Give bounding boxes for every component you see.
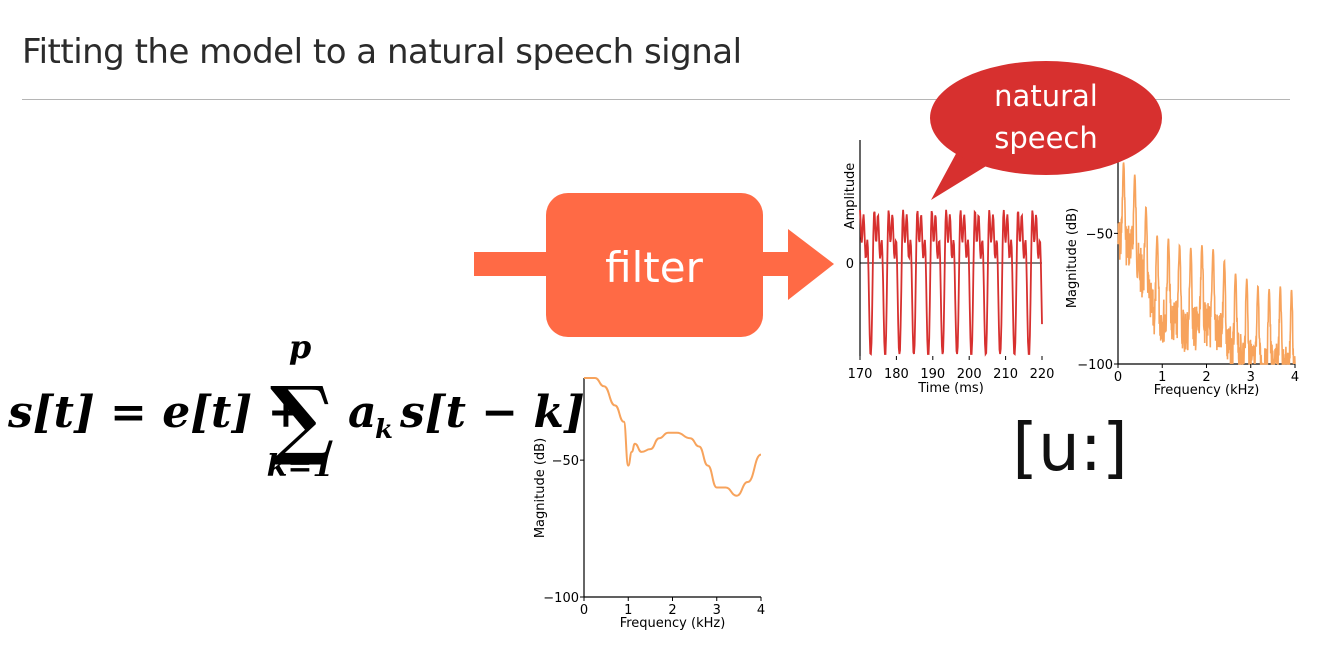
filter-y-tick-label: −50: [552, 454, 579, 469]
phoneme-label: [u:]: [1012, 409, 1128, 486]
waveform-x-tick-label: 210: [993, 367, 1018, 382]
sum-upper-limit: p: [289, 328, 311, 366]
filter-x-tick-label: 3: [713, 603, 721, 618]
filter-label: filter: [605, 243, 703, 292]
waveform-series-line: [859, 209, 1043, 357]
callout-bubble: [930, 61, 1162, 175]
speech-x-tick-label: 1: [1158, 370, 1166, 385]
filter-y-tick-label: −100: [543, 591, 579, 606]
slide-title: Fitting the model to a natural speech si…: [22, 32, 742, 72]
filter-y-axis-label: Magnitude (dB): [533, 438, 548, 538]
equation-lhs: s[t] = e[t] +: [7, 387, 304, 438]
waveform-x-tick-label: 170: [848, 367, 873, 382]
speech-y-tick-label: −50: [1086, 227, 1113, 242]
speech-y-axis-label: Magnitude (dB): [1065, 208, 1080, 308]
waveform-x-tick-label: 200: [957, 367, 982, 382]
waveform-chart: 170 180 190 200 210 220 0 Time (ms) Amplitude: [843, 140, 1054, 396]
filter-response-series-line: [583, 376, 762, 497]
natural-speech-callout: natural speech: [930, 61, 1162, 200]
waveform-y-tick-label: 0: [846, 257, 854, 272]
filter-response-chart: 0 1 2 3 4 −50 −100 Frequency (kHz) Magnitude (dB…: [533, 376, 765, 631]
callout-line-1: natural: [994, 79, 1098, 113]
speech-spectrum-chart: 0 1 2 3 4 −50 −100 Frequency (kHz) Magnitude (dB…: [1065, 155, 1299, 398]
waveform-x-axis-label: Time (ms): [917, 381, 984, 396]
speech-x-tick-label: 4: [1291, 370, 1299, 385]
title-divider: [22, 99, 1290, 100]
filter-box: [546, 193, 763, 337]
callout-line-2: speech: [994, 121, 1098, 155]
equation-rhs: s[t − k]: [399, 387, 585, 438]
filter-x-tick-label: 0: [580, 603, 588, 618]
filter-x-tick-label: 2: [668, 603, 676, 618]
coefficient-subscript: k: [375, 415, 393, 445]
speech-x-tick-label: 3: [1247, 370, 1255, 385]
input-arrow-shaft: [474, 252, 554, 276]
speech-y-tick-label: −100: [1077, 358, 1113, 373]
sum-symbol: ∑: [270, 368, 335, 469]
filter-x-tick-label: 4: [757, 603, 765, 618]
lpc-equation: s[t] = e[t] + p ∑ k=1 a k s[t − k]: [7, 328, 585, 484]
waveform-x-tick-label: 190: [920, 367, 945, 382]
speech-spectrum-series-line: [1117, 162, 1296, 365]
sum-lower-limit: k=1: [267, 449, 334, 484]
waveform-x-tick-label: 220: [1030, 367, 1055, 382]
speech-x-tick-label: 2: [1202, 370, 1210, 385]
speech-x-tick-label: 0: [1114, 370, 1122, 385]
filter-x-tick-label: 1: [624, 603, 632, 618]
output-arrow-head: [788, 229, 834, 300]
speech-x-axis-label: Frequency (kHz): [1154, 383, 1260, 398]
waveform-y-axis-label: Amplitude: [843, 163, 858, 230]
waveform-x-tick-label: 180: [884, 367, 909, 382]
coefficient-a: a: [348, 387, 377, 438]
filter-x-axis-label: Frequency (kHz): [620, 616, 726, 631]
